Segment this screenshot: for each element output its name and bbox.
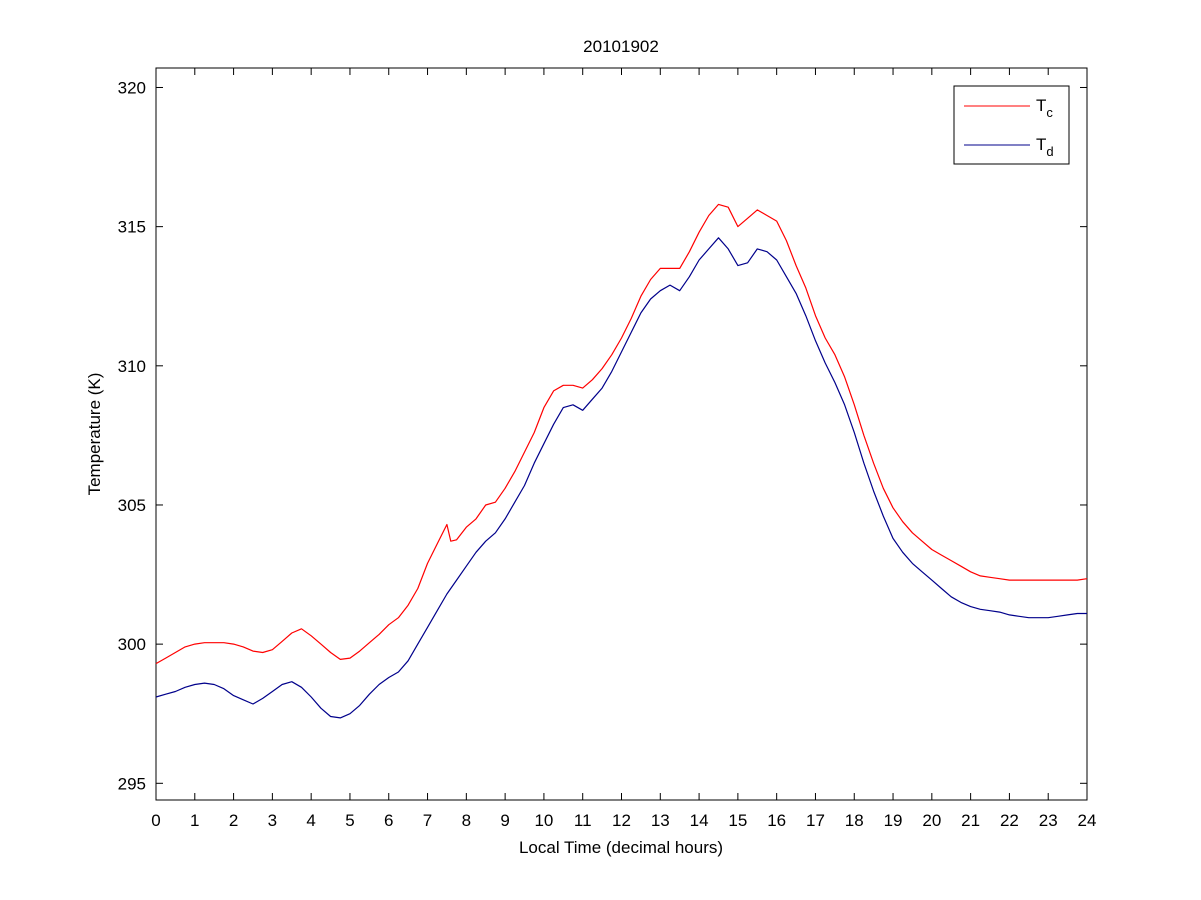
legend: Tc Td: [953, 85, 1070, 165]
x-tick-label: 21: [961, 811, 980, 830]
x-tick-label: 4: [306, 811, 315, 830]
y-tick-label: 320: [118, 78, 146, 97]
x-tick-label: 10: [534, 811, 553, 830]
x-tick-label: 9: [500, 811, 509, 830]
x-tick-label: 16: [767, 811, 786, 830]
tick-labels: 0 1 2 3 4 5 6 7 8 9 10 11 12 13 14 15 16 17 18 19 20 21 22 23 24…: [118, 78, 1097, 830]
y-tick-label: 295: [118, 774, 146, 793]
x-tick-label: 6: [384, 811, 393, 830]
x-tick-label: 13: [651, 811, 670, 830]
x-tick-label: 20: [922, 811, 941, 830]
series-line-td: [155, 237, 1087, 719]
legend-box: [953, 85, 1070, 165]
legend-label-td: Td: [1036, 135, 1054, 159]
x-tick-label: 5: [345, 811, 354, 830]
x-tick-label: 17: [806, 811, 825, 830]
x-tick-label: 8: [462, 811, 471, 830]
x-tick-label: 15: [728, 811, 747, 830]
x-tick-label: 2: [229, 811, 238, 830]
x-tick-label: 7: [423, 811, 432, 830]
x-tick-label: 14: [690, 811, 709, 830]
y-tick-label: 300: [118, 635, 146, 654]
x-tick-label: 3: [268, 811, 277, 830]
y-axis-label: Temperature (K): [85, 373, 104, 496]
axis-ticks: [155, 68, 1088, 800]
y-tick-label: 305: [118, 496, 146, 515]
series-line-tc: [155, 203, 1088, 665]
legend-label-tc: Tc: [1036, 96, 1053, 120]
x-axis-label: Local Time (decimal hours): [519, 838, 723, 857]
chart-title: 20101902: [583, 37, 659, 56]
x-tick-label: 12: [612, 811, 631, 830]
x-tick-label: 1: [190, 811, 199, 830]
x-tick-label: 19: [884, 811, 903, 830]
x-tick-label: 23: [1039, 811, 1058, 830]
y-tick-label: 315: [118, 218, 146, 237]
x-tick-label: 24: [1078, 811, 1097, 830]
x-tick-label: 22: [1000, 811, 1019, 830]
series-layer: [155, 203, 1088, 719]
plot-area: [155, 67, 1088, 801]
x-tick-label: 11: [574, 811, 592, 830]
y-tick-label: 310: [118, 357, 146, 376]
x-tick-label: 18: [845, 811, 864, 830]
x-tick-label: 0: [151, 811, 160, 830]
